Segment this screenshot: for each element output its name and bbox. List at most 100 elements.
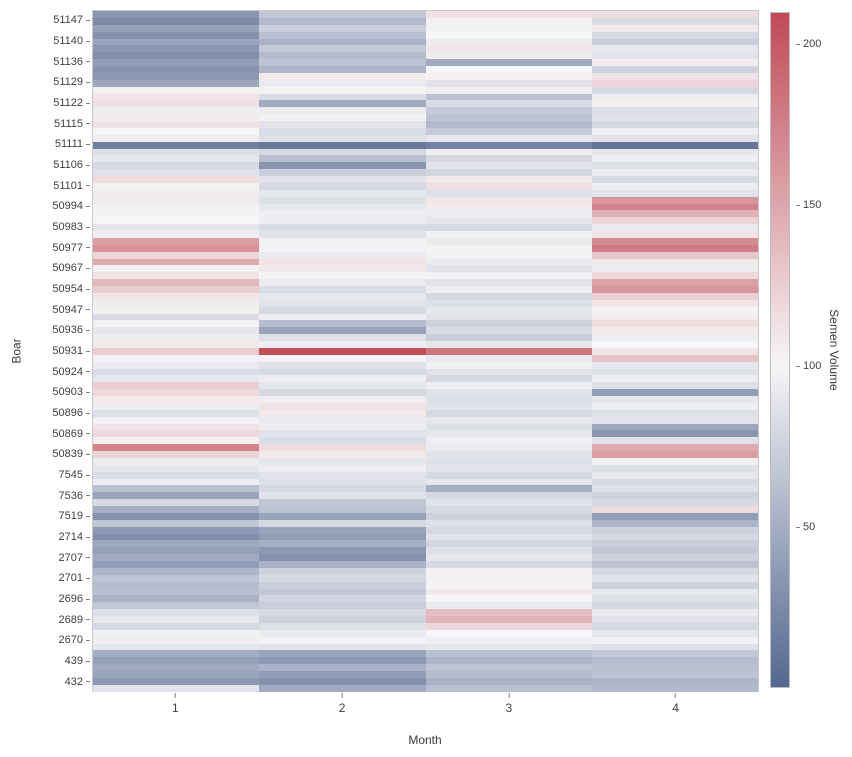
heatmap-row	[93, 134, 758, 142]
heatmap-cell	[425, 231, 592, 238]
heatmap-cell	[591, 561, 758, 568]
heatmap-cell	[259, 457, 426, 465]
heatmap-row	[93, 389, 758, 396]
heatmap-row	[93, 437, 758, 445]
heatmap-row	[93, 677, 758, 685]
heatmap-cell	[259, 182, 426, 190]
heatmap-cell	[591, 38, 758, 46]
y-tick-text: 51115	[54, 117, 83, 130]
heatmap-cell	[591, 45, 758, 53]
y-tick-text: 7536	[58, 489, 83, 502]
heatmap-row	[93, 567, 758, 575]
colorbar-tick-label: 50	[796, 521, 815, 533]
heatmap-cell	[425, 244, 592, 252]
heatmap-row	[93, 471, 758, 479]
heatmap-cell	[425, 196, 592, 204]
heatmap-cell	[425, 574, 592, 582]
heatmap-cell	[259, 237, 426, 245]
heatmap-cell	[93, 457, 260, 465]
y-tick-mark	[86, 536, 90, 538]
x-axis-ticks: 1 2 3 4	[92, 693, 759, 719]
x-axis-title: Month	[408, 733, 442, 747]
heatmap-cell	[259, 286, 426, 293]
heatmap-cell	[259, 45, 426, 53]
heatmap-cell	[259, 506, 426, 513]
heatmap-cell	[591, 66, 758, 73]
heatmap-cell	[259, 629, 426, 637]
colorbar-title: Semen Volume	[827, 309, 841, 391]
heatmap-cell	[425, 292, 592, 300]
heatmap-cell	[93, 409, 260, 417]
heatmap-cell	[93, 237, 260, 245]
heatmap-cell	[259, 409, 426, 417]
heatmap-cell	[259, 17, 426, 25]
heatmap-cell	[93, 636, 260, 644]
heatmap-cell	[93, 231, 260, 238]
y-tick-text: 2707	[58, 551, 83, 564]
heatmap-cell	[93, 72, 260, 80]
heatmap-row	[93, 127, 758, 135]
y-tick-label: 51101	[30, 175, 90, 196]
heatmap-cell	[259, 423, 426, 431]
heatmap-cell	[591, 430, 758, 438]
heatmap-row	[93, 114, 758, 121]
heatmap-cell	[591, 155, 758, 163]
heatmap-cell	[425, 66, 592, 73]
heatmap-cell	[425, 72, 592, 80]
heatmap-cell	[425, 643, 592, 651]
x-tick-text: 3	[505, 701, 513, 715]
heatmap-cell	[591, 512, 758, 520]
heatmap-cell	[425, 499, 592, 506]
heatmap-row	[93, 272, 758, 280]
heatmap-cell	[591, 107, 758, 115]
y-tick-mark	[86, 309, 90, 311]
heatmap-cell	[591, 141, 758, 149]
heatmap-cell	[93, 141, 260, 149]
heatmap-cell	[259, 616, 426, 623]
heatmap-cell	[93, 320, 260, 328]
heatmap-cell	[93, 203, 260, 211]
heatmap-cell	[259, 114, 426, 121]
heatmap-cell	[425, 127, 592, 135]
heatmap-cell	[591, 224, 758, 231]
heatmap-cell	[425, 286, 592, 293]
heatmap-cell	[425, 533, 592, 541]
y-tick-text: 7545	[58, 469, 83, 482]
heatmap-cell	[259, 148, 426, 156]
y-tick-mark	[86, 681, 90, 683]
heatmap-row	[93, 382, 758, 390]
heatmap-cell	[591, 162, 758, 170]
y-tick-text: 2696	[58, 593, 83, 606]
y-tick-text: 439	[64, 655, 83, 668]
heatmap-row	[93, 155, 758, 163]
heatmap-cell	[591, 196, 758, 204]
heatmap-cell	[591, 100, 758, 108]
heatmap-cell	[425, 664, 592, 671]
heatmap-cell	[93, 244, 260, 252]
heatmap-cell	[591, 519, 758, 527]
heatmap-cell	[259, 533, 426, 541]
heatmap-row	[93, 416, 758, 424]
x-tick-label: 2	[339, 693, 345, 715]
heatmap-cell	[425, 59, 592, 66]
heatmap-row	[93, 327, 758, 335]
heatmap-cell	[93, 361, 260, 369]
heatmap-cell	[425, 526, 592, 534]
heatmap-cell	[425, 52, 592, 60]
heatmap-cell	[591, 210, 758, 218]
heatmap-cell	[591, 375, 758, 383]
heatmap-cell	[425, 299, 592, 307]
heatmap-cell	[93, 561, 260, 568]
heatmap-cell	[93, 437, 260, 445]
heatmap-cell	[591, 292, 758, 300]
heatmap-cell	[93, 451, 260, 458]
heatmap-row	[93, 265, 758, 273]
heatmap-cell	[93, 299, 260, 307]
heatmap-cell	[93, 533, 260, 541]
heatmap-cell	[591, 547, 758, 555]
heatmap-cell	[93, 17, 260, 25]
heatmap-cell	[259, 100, 426, 108]
y-tick-text: 50954	[52, 283, 83, 296]
heatmap-cell	[259, 664, 426, 671]
y-tick-text: 50983	[52, 221, 83, 234]
